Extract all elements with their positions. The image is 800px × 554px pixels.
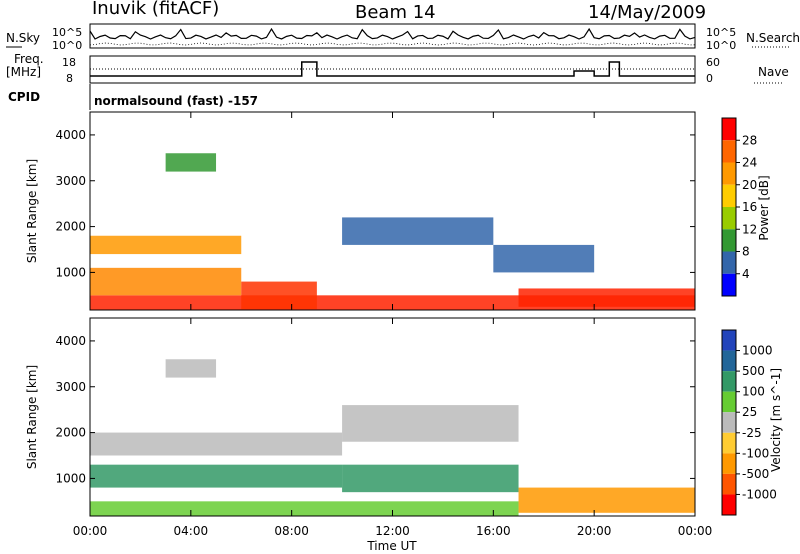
heatmap-band — [90, 267, 242, 296]
colorbar-tick-label: 25 — [742, 405, 757, 419]
y-tick-label: 3000 — [55, 380, 86, 394]
colorbar-swatch — [722, 412, 736, 433]
colorbar-tick-label: 28 — [742, 133, 757, 147]
nsky-label: N.Sky — [6, 31, 40, 45]
velocity-colorbar-label: Velocity [m s^-1] — [769, 368, 783, 472]
noise-tick-right-top: 10^5 — [706, 26, 736, 39]
y-tick-label: 2000 — [55, 426, 86, 440]
colorbar-swatch — [722, 391, 736, 413]
colorbar-swatch — [722, 350, 736, 372]
nsearch-label: N.Search — [746, 31, 800, 45]
y-tick-label: 2000 — [55, 220, 86, 234]
velocity-heatmap — [90, 359, 695, 516]
colorbar-tick-label: -1000 — [742, 487, 777, 501]
nave-tick-top: 60 — [706, 56, 720, 69]
power-heatmap — [90, 153, 695, 310]
velocity-colorbar: 1000 500 100 25 -25 -100 -500 -1000 — [721, 329, 777, 516]
colorbar-tick-label: 12 — [742, 222, 757, 236]
x-tick-label: 00:00 — [678, 524, 713, 538]
noise-tick-left-top: 10^5 — [52, 26, 82, 39]
y-tick-label: 3000 — [55, 174, 86, 188]
colorbar-swatch — [722, 371, 736, 392]
noise-tick-right-bottom: 10^0 — [706, 39, 736, 52]
time-axis-ticks: 00:00 04:00 08:00 12:00 16:00 20:00 00:00 — [73, 112, 713, 538]
noise-panel — [89, 23, 696, 49]
colorbar-tick-label: 1000 — [742, 344, 773, 358]
colorbar-swatch — [722, 330, 736, 351]
station-title: Inuvik (fitACF) — [92, 0, 219, 19]
colorbar-swatch — [722, 140, 736, 163]
heatmap-band — [342, 405, 519, 442]
heatmap-band — [90, 432, 343, 456]
colorbar-swatch — [722, 453, 736, 474]
colorbar-swatch — [722, 251, 736, 274]
heatmap-band — [90, 501, 519, 516]
colorbar-tick-label: 500 — [742, 364, 765, 378]
colorbar-swatch — [722, 432, 736, 454]
colorbar-swatch — [722, 229, 736, 252]
heatmap-band — [493, 244, 595, 273]
heatmap-band — [241, 281, 317, 310]
colorbar-swatch — [722, 162, 736, 185]
velocity-ylabel: Slant Range [km] — [25, 365, 39, 469]
colorbar-tick-label: 24 — [742, 156, 757, 170]
colorbar-swatch — [722, 184, 736, 207]
velocity-yticks: 1000 2000 3000 4000 — [55, 334, 695, 485]
freq-series — [90, 61, 695, 77]
heatmap-band — [165, 359, 217, 378]
x-tick-label: 12:00 — [375, 524, 410, 538]
y-tick-label: 1000 — [55, 265, 86, 279]
power-ylabel: Slant Range [km] — [25, 159, 39, 263]
power-colorbar-label: Power [dB] — [757, 175, 771, 240]
heatmap-band — [90, 235, 242, 255]
noise-tick-left-bottom: 10^0 — [52, 39, 82, 52]
colorbar-tick-label: -100 — [742, 446, 769, 460]
heatmap-band — [518, 288, 695, 307]
colorbar-swatch — [722, 494, 736, 515]
nsky-series — [89, 27, 696, 40]
x-tick-label: 08:00 — [274, 524, 309, 538]
colorbar-frame — [721, 329, 737, 516]
x-tick-label: 16:00 — [476, 524, 511, 538]
x-tick-label: 04:00 — [174, 524, 209, 538]
x-tick-label: 00:00 — [73, 524, 108, 538]
freq-label-1: Freq. — [14, 52, 44, 66]
colorbar-tick-label: -500 — [742, 467, 769, 481]
cpid-value: normalsound (fast) -157 — [94, 94, 258, 108]
colorbar-swatch — [722, 273, 736, 296]
nsearch-series — [89, 42, 696, 46]
y-tick-label: 4000 — [55, 334, 86, 348]
colorbar-swatch — [722, 207, 736, 230]
freq-tick-bottom: 8 — [66, 72, 73, 85]
beam-title: Beam 14 — [355, 2, 436, 23]
colorbar-tick-label: 100 — [742, 385, 765, 399]
nave-tick-bottom: 0 — [706, 72, 713, 85]
heatmap-band — [342, 464, 519, 493]
heatmap-band — [90, 464, 343, 488]
colorbar-tick-label: 20 — [742, 178, 757, 192]
colorbar-swatch — [722, 473, 736, 495]
nave-label: Nave — [758, 65, 789, 79]
heatmap-band — [342, 217, 494, 245]
freq-label-2: [MHz] — [6, 65, 41, 79]
colorbar-tick-label: 4 — [742, 267, 750, 281]
heatmap-band — [518, 487, 695, 513]
colorbar-tick-label: -25 — [742, 426, 762, 440]
y-tick-label: 1000 — [55, 471, 86, 485]
colorbar-swatch — [722, 118, 736, 141]
cpid-label: CPID — [8, 90, 40, 104]
time-axis-label: Time UT — [366, 539, 417, 553]
x-tick-label: 20:00 — [577, 524, 612, 538]
date-title: 14/May/2009 — [588, 2, 706, 23]
colorbar-tick-label: 16 — [742, 200, 757, 214]
freq-tick-top: 18 — [62, 56, 76, 69]
power-colorbar: 28 24 20 16 12 8 4 — [721, 117, 757, 297]
heatmap-band — [165, 153, 217, 172]
colorbar-tick-label: 8 — [742, 245, 750, 259]
power-yticks: 1000 2000 3000 4000 — [55, 128, 695, 279]
y-tick-label: 4000 — [55, 128, 86, 142]
